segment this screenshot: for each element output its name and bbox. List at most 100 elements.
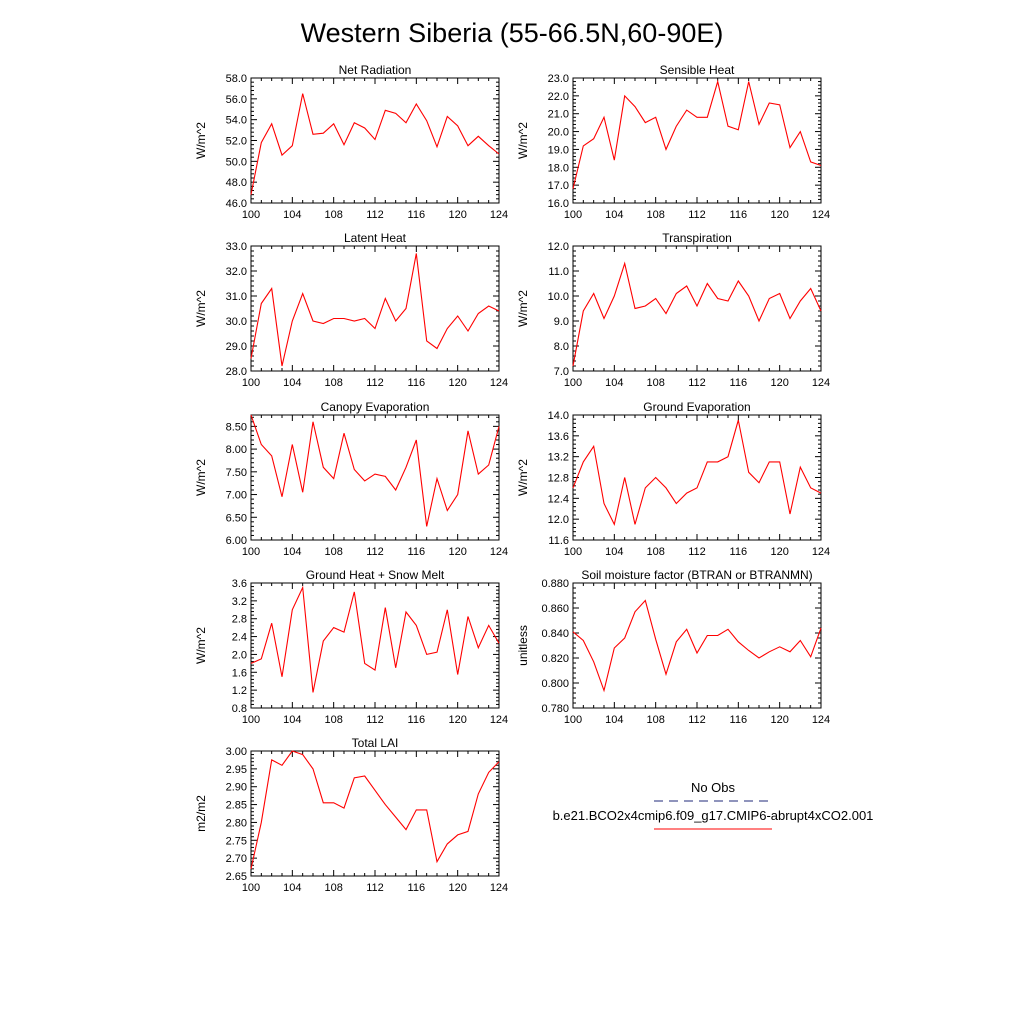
legend: No Obs b.e21.BCO2x4cmip6.f09_g17.CMIP6-a… <box>553 780 874 830</box>
y-tick-label: 12.0 <box>548 241 569 253</box>
series-line <box>250 585 500 693</box>
x-tick-label: 120 <box>770 377 788 389</box>
y-tick-label: 0.780 <box>541 703 569 715</box>
plot-frame <box>250 245 500 372</box>
x-tick-label: 124 <box>812 377 830 389</box>
x-tick-label: 100 <box>564 546 582 558</box>
series-line <box>572 599 822 693</box>
y-tick-label: 28.0 <box>226 366 247 378</box>
x-tick-label: 120 <box>448 714 466 726</box>
x-tick-label: 112 <box>366 546 384 558</box>
x-tick-label: 120 <box>770 546 788 558</box>
y-tick-label: 52.0 <box>226 136 247 148</box>
y-axis-label: W/m^2 <box>194 627 208 664</box>
chart-title: Ground Evaporation <box>643 400 750 414</box>
y-tick-label: 7.00 <box>226 490 247 502</box>
x-tick-label: 120 <box>448 209 466 221</box>
plot-frame <box>572 414 822 541</box>
chart-panel: Latent Heat W/m^2 100 104 108 112 116 120 124 28.… <box>194 231 508 389</box>
x-tick-label: 116 <box>408 714 426 726</box>
x-tick-label: 116 <box>408 377 426 389</box>
x-tick-label: 108 <box>324 209 342 221</box>
x-tick-label: 108 <box>324 377 342 389</box>
x-tick-label: 100 <box>242 714 260 726</box>
y-tick-label: 3.6 <box>232 578 247 590</box>
series-line <box>250 93 500 195</box>
x-tick-label: 112 <box>688 714 706 726</box>
y-tick-label: 6.50 <box>226 512 247 524</box>
x-tick-label: 112 <box>688 377 706 389</box>
y-tick-label: 21.0 <box>548 109 569 121</box>
x-tick-label: 100 <box>242 209 260 221</box>
series-line <box>572 79 822 189</box>
y-tick-label: 0.840 <box>541 628 569 640</box>
y-tick-label: 17.0 <box>548 180 569 192</box>
x-tick-label: 124 <box>490 546 508 558</box>
x-tick-label: 120 <box>448 377 466 389</box>
x-tick-label: 116 <box>730 546 748 558</box>
y-tick-label: 22.0 <box>548 91 569 103</box>
y-tick-label: 48.0 <box>226 177 247 189</box>
x-tick-label: 112 <box>366 377 384 389</box>
y-axis-label: m2/m2 <box>194 795 208 832</box>
chart-panel: Net Radiation W/m^2 100 104 108 112 116 120 124 4… <box>194 63 508 221</box>
x-tick-label: 104 <box>605 209 623 221</box>
chart-title: Net Radiation <box>339 63 412 77</box>
x-tick-label: 108 <box>646 209 664 221</box>
y-tick-label: 32.0 <box>226 266 247 278</box>
y-tick-label: 2.75 <box>226 835 247 847</box>
chart-title: Ground Heat + Snow Melt <box>306 568 445 582</box>
x-tick-label: 120 <box>770 209 788 221</box>
x-tick-label: 108 <box>324 546 342 558</box>
x-tick-label: 104 <box>283 209 301 221</box>
y-tick-label: 56.0 <box>226 94 247 106</box>
y-tick-label: 2.8 <box>232 614 247 626</box>
legend-obs-label: No Obs <box>691 780 736 795</box>
x-tick-label: 116 <box>730 377 748 389</box>
y-tick-label: 0.860 <box>541 603 569 615</box>
plot-frame <box>250 414 500 541</box>
x-tick-label: 104 <box>283 377 301 389</box>
x-tick-label: 104 <box>283 546 301 558</box>
figure-title: Western Siberia (55-66.5N,60-90E) <box>301 18 724 48</box>
y-tick-label: 2.65 <box>226 871 247 883</box>
legend-model-label: b.e21.BCO2x4cmip6.f09_g17.CMIP6-abrupt4x… <box>553 808 874 823</box>
x-tick-label: 120 <box>448 546 466 558</box>
y-tick-label: 0.820 <box>541 653 569 665</box>
y-axis-label: W/m^2 <box>194 122 208 159</box>
x-tick-label: 124 <box>812 714 830 726</box>
y-tick-label: 6.00 <box>226 535 247 547</box>
x-tick-label: 124 <box>490 209 508 221</box>
y-tick-label: 12.0 <box>548 514 569 526</box>
series-line <box>572 420 822 527</box>
y-tick-label: 12.4 <box>548 493 569 505</box>
y-tick-label: 33.0 <box>226 241 247 253</box>
y-tick-label: 18.0 <box>548 162 569 174</box>
x-tick-label: 104 <box>605 377 623 389</box>
y-tick-label: 2.80 <box>226 817 247 829</box>
y-tick-label: 9.0 <box>554 316 569 328</box>
x-tick-label: 100 <box>242 377 260 389</box>
chart-panel: Transpiration W/m^2 100 104 108 112 116 120 124 7… <box>516 231 830 389</box>
chart-panel: Ground Evaporation W/m^2 100 104 108 112 116 12… <box>516 400 830 558</box>
y-tick-label: 2.70 <box>226 853 247 865</box>
x-tick-label: 112 <box>366 714 384 726</box>
y-tick-label: 8.00 <box>226 444 247 456</box>
x-tick-label: 100 <box>564 714 582 726</box>
chart-panel: Canopy Evaporation W/m^2 100 104 108 112 116 12… <box>194 400 508 558</box>
series-line <box>572 261 822 367</box>
x-tick-label: 100 <box>564 377 582 389</box>
plot-frame <box>250 77 500 204</box>
y-tick-label: 1.2 <box>232 685 247 697</box>
y-tick-label: 13.6 <box>548 431 569 443</box>
chart-title: Canopy Evaporation <box>321 400 430 414</box>
y-tick-label: 20.0 <box>548 127 569 139</box>
y-tick-label: 19.0 <box>548 144 569 156</box>
x-tick-label: 108 <box>646 546 664 558</box>
y-tick-label: 58.0 <box>226 73 247 85</box>
chart-panel: Ground Heat + Snow Melt W/m^2 100 104 108 112… <box>194 568 508 726</box>
x-tick-label: 100 <box>564 209 582 221</box>
y-tick-label: 1.6 <box>232 667 247 679</box>
x-tick-label: 116 <box>730 209 748 221</box>
